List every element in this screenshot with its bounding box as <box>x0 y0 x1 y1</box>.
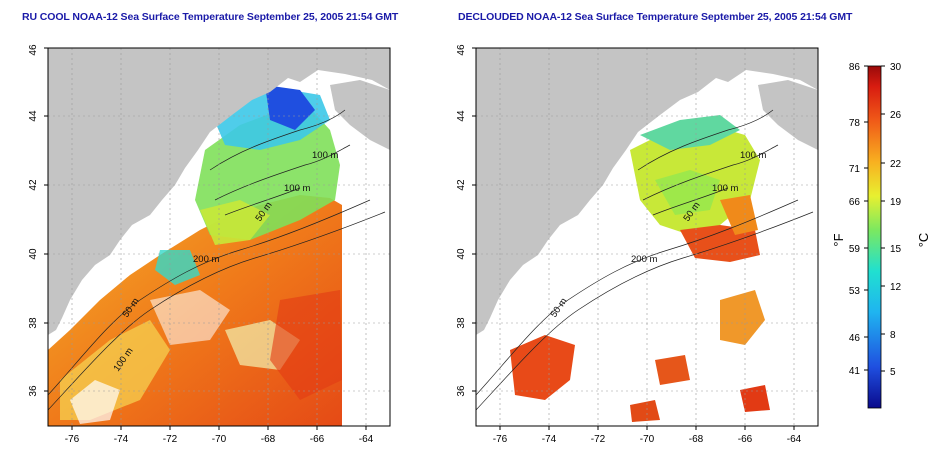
celsius-tick: 5 <box>890 367 896 378</box>
lon-tick-label: -68 <box>689 434 704 445</box>
right-ticks <box>472 47 795 430</box>
left-map: 100 m 100 m 50 m 200 m 50 m 100 m -76 -7… <box>28 44 391 445</box>
celsius-tick: 8 <box>890 330 896 341</box>
right-lon-labels: -76 -74 -72 -70 -68 -66 -64 <box>493 434 802 445</box>
lon-tick-label: -64 <box>787 434 802 445</box>
lat-tick-label: 36 <box>28 385 39 397</box>
lon-tick-label: -76 <box>493 434 508 445</box>
lon-tick-label: -74 <box>114 434 129 445</box>
celsius-unit-label: °C <box>916 233 931 248</box>
right-land <box>476 48 818 335</box>
left-land <box>48 48 390 335</box>
fahrenheit-tick: 78 <box>849 118 861 129</box>
lon-tick-label: -72 <box>163 434 178 445</box>
left-sst-field <box>48 85 342 426</box>
lat-tick-label: 46 <box>28 44 39 56</box>
contour-label: 200 m <box>193 254 219 265</box>
celsius-tick: 30 <box>890 62 902 73</box>
colorbar-celsius-labels: 30 26 22 19 15 12 8 5 <box>890 62 902 378</box>
fahrenheit-tick: 86 <box>849 62 861 73</box>
lat-tick-label: 40 <box>28 248 39 260</box>
right-lat-labels: 36 38 40 42 44 46 <box>456 44 467 397</box>
celsius-tick: 22 <box>890 159 902 170</box>
lon-tick-label: -72 <box>591 434 606 445</box>
lon-tick-label: -70 <box>212 434 227 445</box>
left-ticks <box>44 47 367 430</box>
left-lon-labels: -76 -74 -72 -70 -68 -66 -64 <box>65 434 374 445</box>
right-map-title: DECLOUDED NOAA-12 Sea Surface Temperatur… <box>458 11 853 23</box>
left-lat-labels: 36 38 40 42 44 46 <box>28 44 39 397</box>
lat-tick-label: 42 <box>28 179 39 191</box>
fahrenheit-unit-label: °F <box>831 233 846 246</box>
lat-tick-label: 38 <box>456 317 467 329</box>
colorbar-fahrenheit-labels: 86 78 71 66 59 53 46 41 <box>849 62 861 377</box>
contour-label: 100 m <box>740 150 766 161</box>
lat-tick-label: 44 <box>456 110 467 122</box>
contour-label: 100 m <box>312 150 338 161</box>
celsius-tick: 19 <box>890 197 902 208</box>
contour-label: 200 m <box>631 254 657 265</box>
lon-tick-label: -66 <box>310 434 325 445</box>
left-isobaths <box>48 109 386 411</box>
lat-tick-label: 44 <box>28 110 39 122</box>
fahrenheit-tick: 71 <box>849 164 861 175</box>
right-isobaths <box>476 109 814 411</box>
right-sst-field <box>510 115 770 422</box>
lon-tick-label: -68 <box>261 434 276 445</box>
lon-tick-label: -64 <box>359 434 374 445</box>
right-map: 100 m 100 m 50 m 200 m 50 m -76 -74 -72 … <box>456 44 819 445</box>
contour-label: 100 m <box>284 183 310 194</box>
lat-tick-label: 42 <box>456 179 467 191</box>
left-grid <box>48 48 390 426</box>
right-grid <box>476 48 818 426</box>
fahrenheit-tick: 53 <box>849 286 861 297</box>
lat-tick-label: 46 <box>456 44 467 56</box>
lat-tick-label: 36 <box>456 385 467 397</box>
fahrenheit-tick: 59 <box>849 244 861 255</box>
colorbar: 86 78 71 66 59 53 46 41 30 26 22 19 15 1… <box>831 62 931 409</box>
colorbar-gradient <box>867 65 882 409</box>
lon-tick-label: -76 <box>65 434 80 445</box>
lon-tick-label: -66 <box>738 434 753 445</box>
lon-tick-label: -70 <box>640 434 655 445</box>
celsius-tick: 15 <box>890 244 902 255</box>
left-map-title: RU COOL NOAA-12 Sea Surface Temperature … <box>22 11 399 23</box>
contour-label: 100 m <box>712 183 738 194</box>
lat-tick-label: 40 <box>456 248 467 260</box>
lon-tick-label: -74 <box>542 434 557 445</box>
colorbar-ticks <box>864 65 885 372</box>
lat-tick-label: 38 <box>28 317 39 329</box>
celsius-tick: 12 <box>890 282 902 293</box>
fahrenheit-tick: 46 <box>849 333 861 344</box>
fahrenheit-tick: 66 <box>849 197 861 208</box>
fahrenheit-tick: 41 <box>849 366 861 377</box>
celsius-tick: 26 <box>890 110 902 121</box>
